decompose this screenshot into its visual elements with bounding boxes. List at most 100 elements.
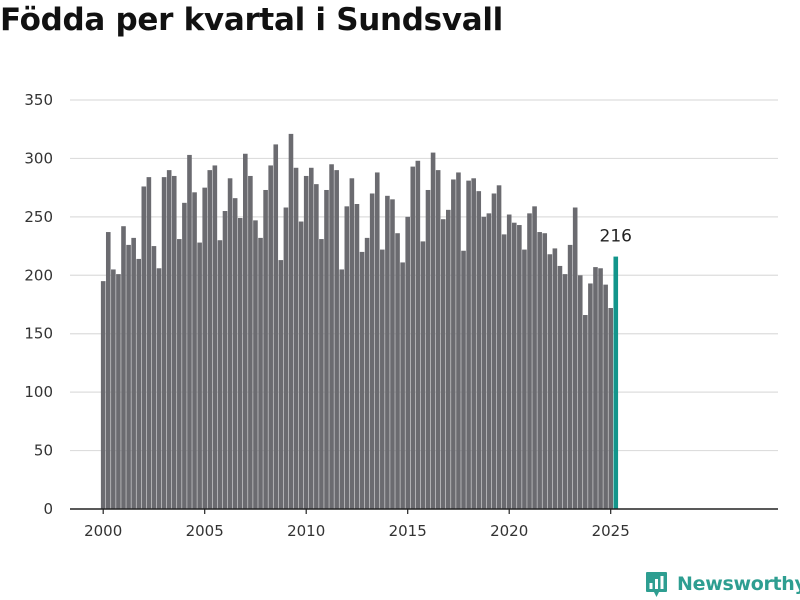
bar bbox=[308, 167, 314, 509]
bar bbox=[344, 206, 350, 509]
bar bbox=[415, 160, 421, 509]
bar bbox=[354, 204, 360, 509]
x-axis-tick-labels: 2000 2005 2010 2015 2020 2025 bbox=[84, 509, 630, 540]
bar bbox=[476, 191, 482, 510]
bar bbox=[583, 315, 588, 509]
bar bbox=[166, 170, 172, 509]
bar bbox=[141, 186, 147, 509]
bar bbox=[314, 184, 319, 509]
brand-name: Newsworthy bbox=[677, 573, 800, 595]
bar bbox=[111, 269, 116, 509]
bar bbox=[227, 178, 233, 509]
bar bbox=[222, 211, 228, 509]
bar bbox=[400, 262, 405, 509]
bar bbox=[430, 152, 436, 510]
y-tick-label-250: 250 bbox=[24, 208, 53, 226]
bar bbox=[192, 192, 197, 509]
bar bbox=[156, 268, 162, 509]
bar bbox=[456, 172, 461, 510]
bar bbox=[121, 226, 126, 509]
last-value-label: 216 bbox=[600, 227, 632, 247]
bar bbox=[425, 189, 431, 510]
bar bbox=[161, 177, 167, 509]
bar bbox=[187, 154, 192, 509]
x-tick-label-2025: 2025 bbox=[592, 522, 630, 540]
bar bbox=[349, 178, 355, 509]
bar bbox=[542, 233, 548, 509]
bar bbox=[440, 219, 446, 510]
bar bbox=[263, 189, 268, 510]
x-tick-label-2005: 2005 bbox=[186, 522, 224, 540]
x-tick-label-2000: 2000 bbox=[84, 522, 122, 540]
y-axis-tick-labels: 0 50 100 150 200 250 300 350 bbox=[24, 91, 53, 518]
bar bbox=[374, 172, 380, 510]
bar bbox=[207, 170, 213, 509]
bar bbox=[527, 213, 532, 509]
bar bbox=[385, 195, 390, 509]
bar bbox=[217, 240, 223, 509]
bar bbox=[268, 165, 273, 509]
y-tick-label-100: 100 bbox=[24, 383, 53, 401]
x-tick-label-2020: 2020 bbox=[490, 522, 528, 540]
bar bbox=[319, 239, 324, 509]
bar bbox=[603, 284, 608, 509]
bar bbox=[364, 237, 370, 510]
bar bbox=[324, 189, 329, 510]
bar bbox=[481, 216, 487, 509]
bar bbox=[593, 267, 598, 509]
chart-title: Födda per kvartal i Sundsvall bbox=[0, 2, 503, 38]
bar bbox=[278, 260, 284, 509]
bar bbox=[491, 193, 497, 509]
bar bbox=[339, 269, 345, 509]
bar bbox=[248, 175, 253, 509]
bar bbox=[273, 144, 279, 510]
bar bbox=[598, 268, 603, 509]
bar bbox=[562, 274, 568, 509]
bar bbox=[288, 133, 294, 510]
bar bbox=[522, 249, 527, 509]
bar bbox=[359, 251, 365, 509]
bar bbox=[557, 265, 563, 509]
bar bbox=[501, 234, 507, 509]
bar bbox=[395, 233, 400, 509]
bar bbox=[420, 241, 426, 509]
bar bbox=[588, 283, 593, 509]
bar bbox=[258, 237, 263, 510]
bar bbox=[100, 281, 106, 509]
bar bbox=[390, 199, 395, 510]
bar bbox=[303, 175, 309, 509]
bar bbox=[511, 222, 517, 509]
bar bbox=[567, 244, 573, 509]
bar bbox=[197, 242, 202, 509]
bar bbox=[293, 167, 299, 509]
bar bbox=[136, 258, 142, 509]
bar bbox=[608, 308, 613, 509]
bar bbox=[572, 207, 578, 509]
bar-highlight bbox=[613, 256, 619, 509]
bar bbox=[471, 178, 476, 509]
bar bbox=[131, 237, 136, 510]
bar bbox=[329, 164, 334, 509]
bar bbox=[283, 207, 289, 509]
x-tick-label-2010: 2010 bbox=[287, 522, 325, 540]
bar bbox=[577, 275, 583, 509]
newsworthy-logo[interactable]: Newsworthy bbox=[645, 569, 800, 599]
bar bbox=[232, 198, 238, 509]
bar bbox=[486, 213, 492, 509]
bar bbox=[116, 274, 121, 509]
y-tick-label-200: 200 bbox=[24, 266, 53, 284]
bar bbox=[466, 180, 471, 510]
annotations: 216 bbox=[600, 227, 632, 247]
y-tick-label-350: 350 bbox=[24, 91, 53, 109]
bar bbox=[552, 248, 558, 509]
bar bbox=[202, 187, 207, 509]
y-tick-label-0: 0 bbox=[43, 500, 53, 518]
bar bbox=[435, 170, 441, 509]
x-tick-label-2015: 2015 bbox=[389, 522, 427, 540]
bar bbox=[405, 216, 410, 509]
y-tick-label-150: 150 bbox=[24, 325, 53, 343]
bar bbox=[537, 232, 542, 509]
bar bbox=[410, 166, 416, 509]
bar bbox=[126, 244, 131, 509]
